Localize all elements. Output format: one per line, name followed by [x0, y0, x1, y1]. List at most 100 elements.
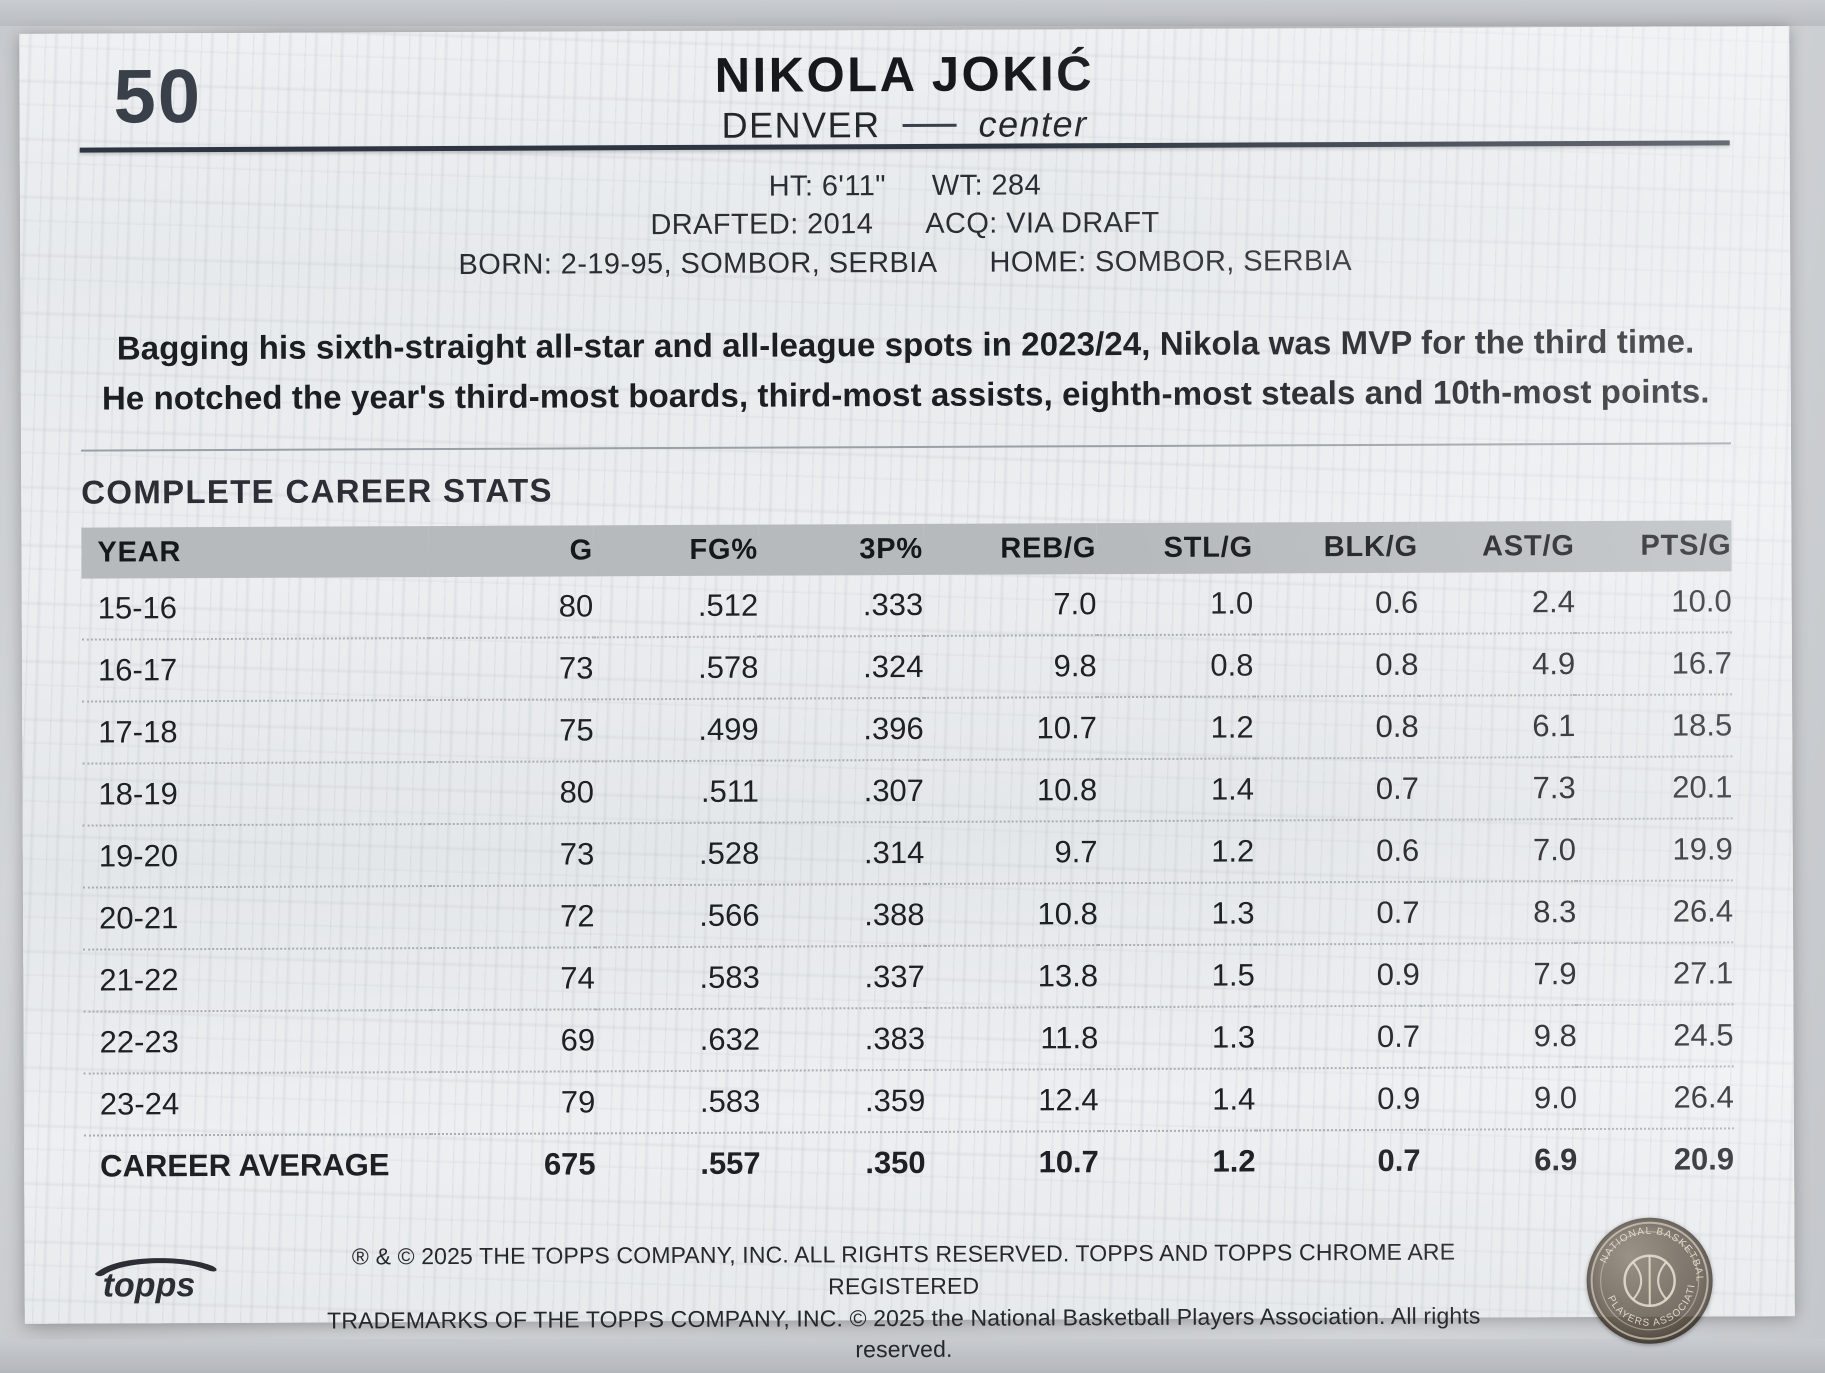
stat-cell: 26.4 [1576, 1066, 1734, 1130]
stat-cell: 9.7 [924, 821, 1098, 885]
stats-header-row: YEAR G FG% 3P% REB/G STL/G BLK/G AST/G PTS/G [81, 520, 1732, 579]
stat-cell: .383 [759, 1008, 926, 1071]
stat-cell: 7.0 [1419, 819, 1577, 882]
stat-cell: .314 [759, 822, 925, 885]
stats-heading: COMPLETE CAREER STATS [81, 471, 553, 511]
stat-cell-year: 17-18 [82, 700, 429, 764]
height-value: HT: 6'11" [768, 170, 886, 203]
divider-dash-icon [902, 123, 957, 127]
stat-cell: 2.4 [1418, 572, 1576, 634]
acquired-value: ACQ: VIA DRAFT [925, 207, 1160, 241]
stat-cell: 80 [428, 576, 594, 639]
weight-value: WT: 284 [931, 169, 1042, 202]
stat-cell: 1.3 [1097, 882, 1255, 946]
bio-line-2: He notched the year's third-most boards,… [101, 372, 1710, 417]
stats-col-header-3p: 3P% [757, 524, 924, 576]
stat-cell: 1.3 [1098, 1006, 1256, 1070]
stat-cell: 1.2 [1097, 820, 1255, 884]
stat-cell: 18.5 [1575, 694, 1733, 758]
player-name: NIKOLA JOKIĆ [714, 47, 1095, 103]
stat-cell: 1.5 [1097, 944, 1255, 1008]
stat-cell-year: 18-19 [82, 762, 430, 826]
svg-text:topps: topps [103, 1266, 196, 1304]
stat-cell: 9.0 [1420, 1067, 1578, 1130]
stat-cell: .499 [593, 698, 759, 762]
stat-cell: 80 [428, 761, 595, 825]
career-average-cell: 20.9 [1673, 1141, 1735, 1177]
table-row: 16-17 73.578.324 9.8 0.8 0.8 4.9 16.7 [81, 632, 1733, 702]
drafted-value: DRAFTED: 2014 [650, 208, 874, 242]
team-position-line: DENVER center [80, 101, 1730, 150]
stat-cell-year: 19-20 [82, 824, 430, 888]
stat-cell: 7.0 [923, 574, 1097, 637]
bio-line-1: Bagging his sixth-straight all-star and … [116, 322, 1695, 367]
copyright-line-1: ® & © 2025 THE TOPPS COMPANY, INC. ALL R… [351, 1238, 1456, 1300]
copyright-line-2: TRADEMARKS OF THE TOPPS COMPANY, INC. © … [327, 1302, 1481, 1363]
stat-cell: 7.3 [1418, 757, 1576, 820]
stat-cell: 72 [429, 885, 595, 949]
jersey-number: 50 [113, 54, 203, 140]
stats-table-body: 15-16 80.512.333 7.0 1.0 0.6 2.4 10.0 16-17 73.5… [81, 571, 1735, 1197]
stat-cell: 27.1 [1576, 942, 1734, 1006]
stat-cell: 0.8 [1253, 695, 1419, 759]
career-stats-table: YEAR G FG% 3P% REB/G STL/G BLK/G AST/G PTS/G 15-… [81, 520, 1735, 1197]
stat-cell-year: 22-23 [83, 1010, 431, 1074]
stat-cell: 16.7 [1575, 632, 1733, 696]
stat-cell-year: 23-24 [83, 1072, 431, 1136]
stat-cell: 9.8 [1419, 1005, 1577, 1068]
stat-cell: 0.9 [1255, 1067, 1421, 1131]
team-name: DENVER [721, 104, 881, 147]
stat-cell: .359 [760, 1070, 926, 1133]
career-average-cell: 10.7 [1038, 1144, 1099, 1180]
stat-cell: 10.7 [923, 697, 1098, 761]
stats-col-header-ast-g: AST/G [1417, 521, 1575, 573]
player-position: center [978, 103, 1088, 146]
stat-cell: 79 [430, 1071, 596, 1135]
born-value: BORN: 2-19-95, SOMBOR, SERBIA [458, 246, 938, 281]
stats-col-header-pts-g: PTS/G [1574, 520, 1732, 573]
stat-cell: 24.5 [1576, 1004, 1734, 1068]
stat-cell: 7.9 [1419, 943, 1577, 1006]
player-bio: Bagging his sixth-straight all-star and … [80, 316, 1730, 424]
stat-cell: 12.4 [925, 1069, 1099, 1133]
career-average-cell: .557 [700, 1145, 761, 1182]
svg-text:NATIONAL BASKETBALL: NATIONAL BASKETBALL [1586, 1218, 1704, 1284]
stat-cell: 73 [429, 823, 595, 887]
stat-cell: 0.8 [1253, 633, 1419, 697]
stat-cell: 0.7 [1254, 1005, 1421, 1069]
stats-col-header-stl-g: STL/G [1096, 522, 1254, 575]
stat-cell: 8.3 [1419, 881, 1577, 944]
stat-cell: 10.0 [1574, 571, 1732, 634]
stat-cell: 9.8 [923, 635, 1097, 699]
stat-cell: 4.9 [1418, 633, 1576, 696]
copyright-text: ® & © 2025 THE TOPPS COMPANY, INC. ALL R… [282, 1236, 1525, 1368]
career-average-label: CAREER AVERAGE [100, 1147, 390, 1184]
table-row: 20-21 72.566.388 10.8 1.3 0.7 8.3 26.4 [82, 880, 1734, 950]
stat-cell: 1.4 [1097, 758, 1255, 822]
career-average-cell: 0.7 [1377, 1142, 1421, 1179]
career-average-row: CAREER AVERAGE 675 .557 .350 10.7 1.2 0.7 6.9 20… [84, 1129, 1734, 1197]
stat-cell: 19.9 [1575, 818, 1733, 882]
table-row: 17-18 75.499.396 10.7 1.2 0.8 6.1 18.5 [82, 694, 1733, 764]
stat-cell: .566 [594, 884, 760, 948]
player-vitals: HT: 6'11" WT: 284 DRAFTED: 2014 ACQ: VIA… [80, 145, 1731, 285]
career-average-cell: .350 [865, 1145, 926, 1181]
stat-cell: .583 [595, 1070, 761, 1134]
stat-cell: 11.8 [924, 1007, 1099, 1071]
sleeve-top-edge [0, 0, 1825, 26]
stat-cell: .632 [594, 1008, 761, 1072]
stat-cell-year: 21-22 [83, 948, 430, 1012]
stat-cell-year: 15-16 [81, 577, 429, 640]
stats-col-header-blk-g: BLK/G [1252, 521, 1419, 574]
card-header: 50 NIKOLA JOKIĆ DENVER center [79, 26, 1729, 146]
stat-cell-year: 16-17 [81, 638, 429, 702]
stat-cell: .512 [593, 575, 759, 638]
table-row: 15-16 80.512.333 7.0 1.0 0.6 2.4 10.0 [81, 571, 1732, 640]
career-average-cell: 1.2 [1212, 1143, 1256, 1179]
trading-card-back: 50 NIKOLA JOKIĆ DENVER center HT: 6'11" … [19, 26, 1795, 1363]
stat-cell: 73 [428, 637, 594, 701]
table-row: 18-19 80.511.307 10.8 1.4 0.7 7.3 20.1 [82, 756, 1733, 826]
stats-col-header-g: G [427, 525, 594, 578]
stat-cell: 13.8 [924, 945, 1099, 1009]
